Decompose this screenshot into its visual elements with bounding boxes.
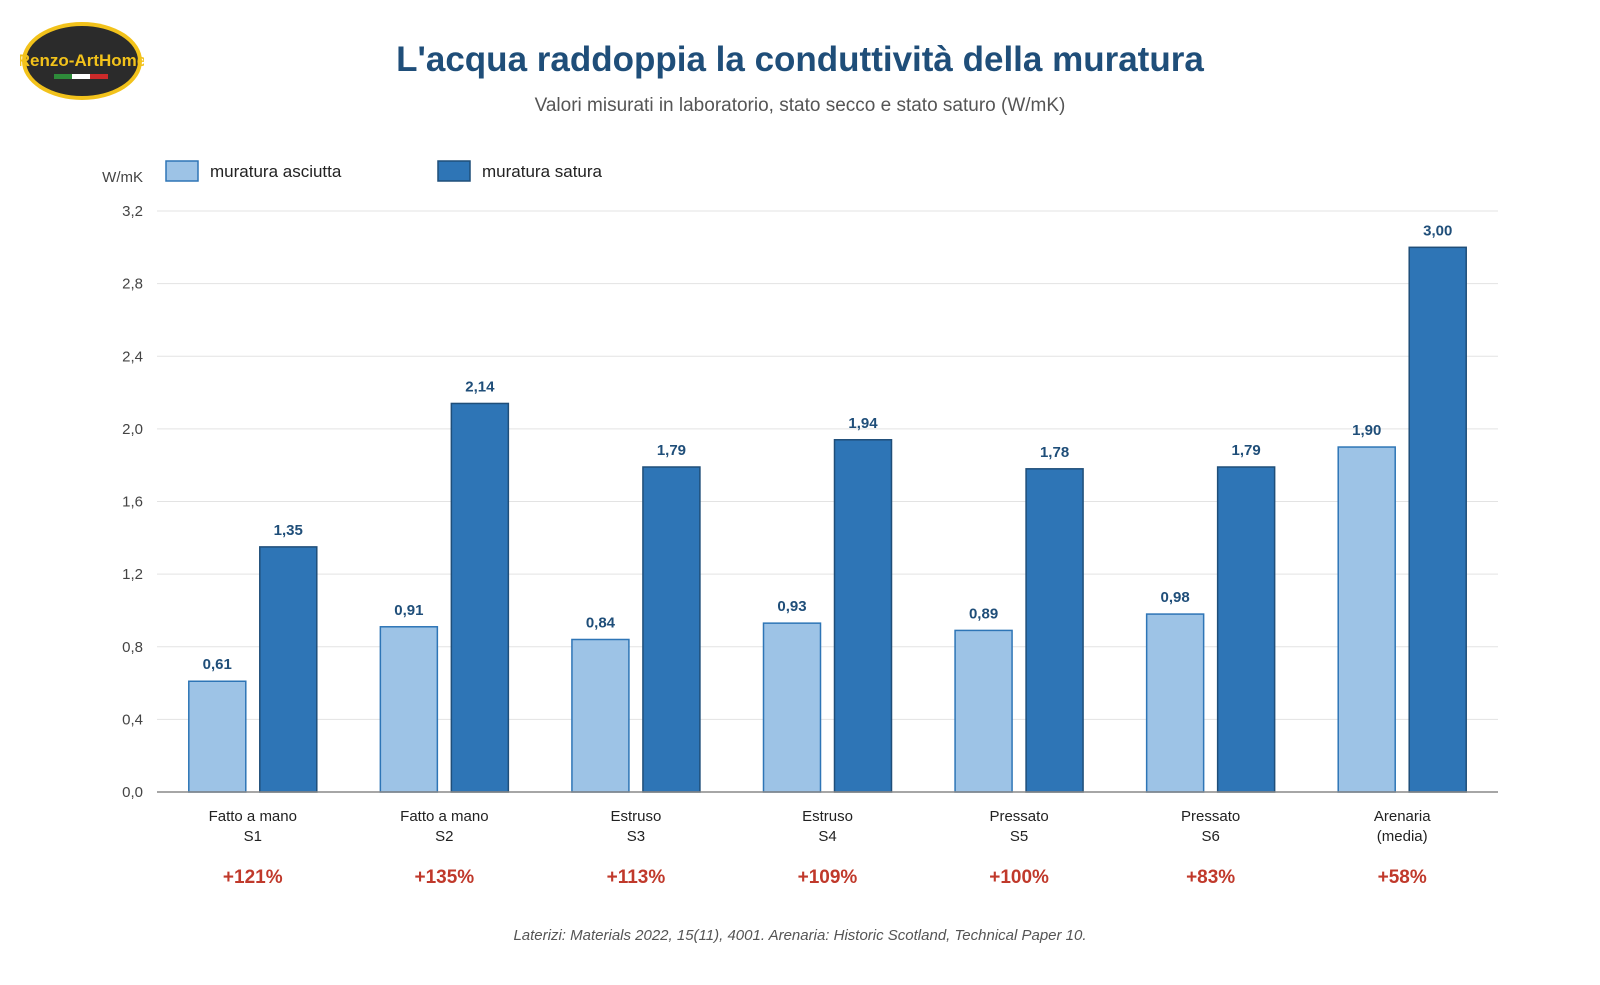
bar-dry [1145, 613, 1205, 793]
bar-dry [379, 626, 439, 793]
legend-swatch-dry [165, 160, 199, 182]
bar-value-label: 1,79 [657, 442, 686, 459]
x-axis: Fatto a mano S1 +121% Fatto a mano S2 +135% Es… [157, 791, 1498, 888]
renzo-arthome-logo: Renzo-ArtHome [20, 22, 144, 100]
increase-label: +58% [1378, 867, 1427, 888]
bar-dry [954, 629, 1013, 793]
bar-saturated [1216, 466, 1276, 793]
increase-label: +100% [989, 867, 1049, 888]
bar-saturated [259, 546, 318, 793]
bar-value-label: 0,89 [969, 605, 998, 622]
x-category-label: Estruso [802, 808, 853, 825]
x-category-sublabel: S2 [435, 828, 453, 845]
x-category-label: Pressato [989, 808, 1048, 825]
y-axis: 0,0 0,4 0,8 1,2 1,6 2,0 2,4 2,8 3,2 W/mK [102, 169, 143, 801]
increase-label: +121% [223, 867, 283, 888]
bar-value-label: 0,91 [394, 602, 423, 619]
x-category-sublabel: S1 [244, 828, 262, 845]
bar-saturated [642, 466, 701, 793]
x-category-label: Arenaria [1374, 808, 1431, 825]
x-category-label: Fatto a mano [400, 808, 488, 825]
bar-value-label: 1,90 [1352, 422, 1381, 439]
y-tick-label: 1,2 [122, 566, 143, 583]
x-category-label: Pressato [1181, 808, 1240, 825]
y-tick-label: 0,4 [122, 711, 143, 728]
x-category-sublabel: S5 [1010, 828, 1028, 845]
x-category-sublabel: S4 [818, 828, 836, 845]
legend-label-saturated: muratura satura [482, 162, 603, 181]
legend-label-dry: muratura asciutta [210, 162, 342, 181]
y-tick-label: 3,2 [122, 203, 143, 220]
increase-label: +113% [607, 867, 666, 888]
source-note: Laterizi: Materials 2022, 15(11), 4001. … [513, 927, 1087, 944]
bar-dry [188, 680, 247, 793]
bar-dry [571, 638, 630, 793]
bar-value-label: 2,14 [465, 378, 495, 395]
y-tick-label: 0,0 [122, 784, 143, 801]
legend-swatch-saturated [437, 160, 471, 182]
increase-label: +109% [798, 867, 858, 888]
bar-saturated [833, 439, 893, 793]
bar-saturated [1408, 246, 1467, 793]
bars: 0,61 1,35 0,91 2,14 0,84 1,79 0,93 1,94 0,89 1,78… [188, 222, 1467, 793]
bar-dry [1337, 446, 1396, 793]
bar-dry [762, 622, 822, 793]
bar-value-label: 1,94 [848, 415, 878, 432]
logo-text: Renzo-ArtHome [20, 51, 144, 70]
bar-value-label: 3,00 [1423, 222, 1452, 239]
y-tick-label: 1,6 [122, 494, 143, 511]
y-tick-label: 2,4 [122, 348, 143, 365]
y-axis-unit: W/mK [102, 169, 143, 186]
increase-label: +83% [1186, 867, 1235, 888]
bar-value-label: 0,98 [1161, 589, 1190, 606]
bar-value-label: 1,35 [274, 522, 303, 539]
grid-lines [157, 210, 1498, 720]
x-category-label: Estruso [610, 808, 661, 825]
legend: muratura asciutta muratura satura [165, 160, 603, 182]
chart-title: L'acqua raddoppia la conduttività della … [396, 40, 1204, 79]
x-category-label: Fatto a mano [209, 808, 297, 825]
y-tick-label: 2,8 [122, 276, 143, 293]
bar-value-label: 0,84 [586, 614, 616, 631]
x-category-sublabel: S3 [627, 828, 645, 845]
chart-subtitle: Valori misurati in laboratorio, stato se… [534, 95, 1066, 116]
bar-value-label: 1,79 [1232, 442, 1261, 459]
bar-saturated [1025, 468, 1084, 793]
bar-saturated [450, 402, 510, 793]
bar-value-label: 0,93 [777, 598, 806, 615]
y-tick-label: 2,0 [122, 421, 143, 438]
increase-label: +135% [415, 867, 475, 888]
x-category-sublabel: (media) [1377, 828, 1428, 845]
bar-value-label: 0,61 [203, 656, 232, 673]
x-category-sublabel: S6 [1201, 828, 1219, 845]
bar-value-label: 1,78 [1040, 444, 1069, 461]
y-tick-label: 0,8 [122, 639, 143, 656]
